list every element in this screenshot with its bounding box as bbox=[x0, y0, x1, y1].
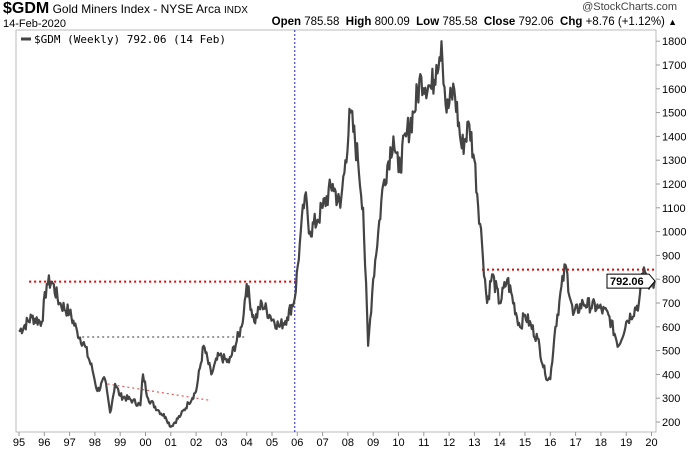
index-name: Gold Miners Index - NYSE Arca bbox=[52, 2, 221, 16]
y-tick-label: 1800 bbox=[662, 36, 686, 48]
symbol: $GDM bbox=[3, 0, 50, 17]
x-tick-label: 03 bbox=[215, 437, 227, 449]
y-tick-label: 500 bbox=[662, 346, 680, 358]
x-tick-label: 07 bbox=[316, 437, 328, 449]
y-tick-label: 1700 bbox=[662, 60, 686, 72]
y-tick-label: 900 bbox=[662, 250, 680, 262]
x-tick-label: 14 bbox=[494, 437, 506, 449]
chart-date: 14-Feb-2020 bbox=[3, 18, 66, 30]
y-tick-label: 1200 bbox=[662, 179, 686, 191]
x-tick-label: 20 bbox=[645, 437, 657, 449]
x-tick-label: 18 bbox=[595, 437, 607, 449]
x-tick-label: 05 bbox=[266, 437, 278, 449]
x-tick-label: 13 bbox=[468, 437, 480, 449]
x-tick-label: 04 bbox=[241, 437, 253, 449]
chart-title: $GDM Gold Miners Index - NYSE Arca INDX bbox=[3, 0, 248, 19]
x-tick-label: 95 bbox=[13, 437, 25, 449]
y-tick-label: 1100 bbox=[662, 203, 686, 215]
x-tick-label: 15 bbox=[519, 437, 531, 449]
x-tick-label: 19 bbox=[620, 437, 632, 449]
y-tick-label: 1400 bbox=[662, 131, 686, 143]
high-label: High bbox=[345, 16, 372, 28]
y-tick-label: 700 bbox=[662, 298, 680, 310]
plot-frame bbox=[15, 29, 657, 433]
y-tick-label: 1000 bbox=[662, 227, 686, 239]
y-tick-label: 300 bbox=[662, 393, 680, 405]
x-tick-label: 11 bbox=[418, 437, 429, 449]
x-tick-label: 02 bbox=[190, 437, 202, 449]
last-value-tag: 792.06 bbox=[606, 273, 656, 289]
high-value: 800.09 bbox=[374, 16, 410, 28]
low-label: Low bbox=[416, 16, 440, 28]
ohlc-bar: Open 785.58 High 800.09 Low 785.58 Close… bbox=[272, 16, 677, 29]
exchange: INDX bbox=[224, 5, 248, 16]
x-tick-label: 12 bbox=[443, 437, 455, 449]
y-tick-label: 600 bbox=[662, 322, 680, 334]
low-value: 785.58 bbox=[442, 16, 478, 28]
x-tick-label: 01 bbox=[165, 437, 177, 449]
close-value: 792.06 bbox=[518, 16, 554, 28]
price-line bbox=[18, 40, 656, 428]
open-label: Open bbox=[271, 16, 302, 28]
x-tick-label: 10 bbox=[392, 437, 404, 449]
y-tick-label: 400 bbox=[662, 369, 680, 381]
y-tick-label: 200 bbox=[662, 417, 680, 429]
x-tick-label: 08 bbox=[342, 437, 354, 449]
last-value-label: 792.06 bbox=[610, 276, 644, 288]
close-label: Close bbox=[483, 16, 516, 28]
x-tick-label: 99 bbox=[114, 437, 126, 449]
legend-label: $GDM (Weekly) 792.06 (14 Feb) bbox=[34, 33, 226, 46]
open-value: 785.58 bbox=[304, 16, 340, 28]
x-tick-label: 09 bbox=[367, 437, 379, 449]
y-tick-label: 800 bbox=[662, 274, 680, 286]
x-tick-label: 17 bbox=[569, 437, 581, 449]
x-tick-label: 00 bbox=[139, 437, 151, 449]
y-tick-label: 1500 bbox=[662, 108, 686, 120]
y-tick-label: 1600 bbox=[662, 84, 686, 96]
copyright: @StockCharts.com bbox=[582, 1, 677, 13]
x-tick-label: 96 bbox=[38, 437, 50, 449]
x-tick-label: 98 bbox=[89, 437, 101, 449]
x-tick-label: 06 bbox=[291, 437, 303, 449]
x-tick-label: 97 bbox=[63, 437, 75, 449]
chg-value: +8.76 (+1.12%) bbox=[585, 16, 665, 28]
x-tick-label: 16 bbox=[544, 437, 556, 449]
chg-label: Chg bbox=[560, 16, 583, 28]
y-tick-label: 1300 bbox=[662, 155, 686, 167]
up-arrow-icon: ▲ bbox=[668, 17, 677, 27]
